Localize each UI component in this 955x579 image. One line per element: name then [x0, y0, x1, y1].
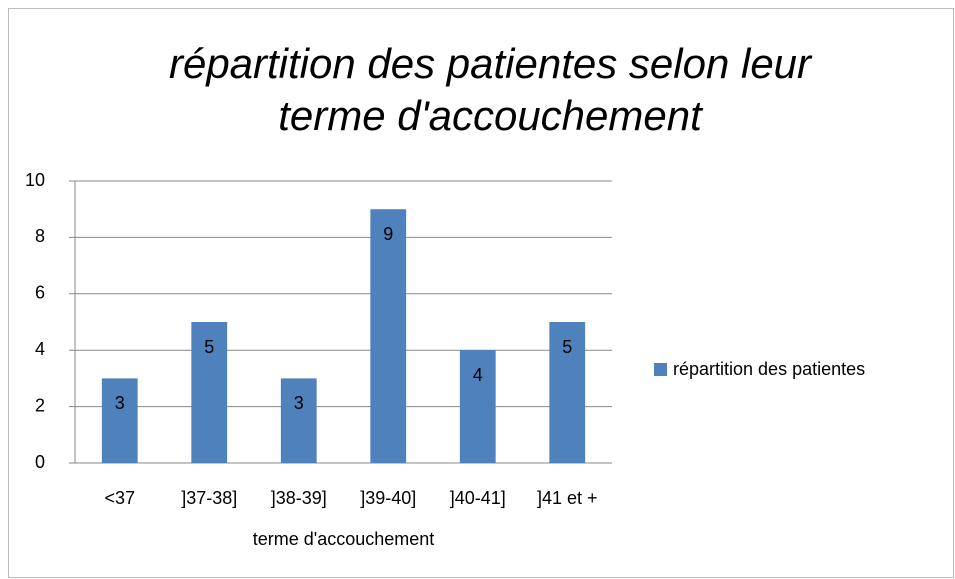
y-tick-label: 0: [35, 452, 45, 472]
x-tick-label: <37: [104, 488, 135, 508]
bar: [459, 350, 496, 463]
data-label: 9: [383, 224, 393, 244]
x-tick-label: ]41 et +: [537, 488, 598, 508]
data-label: 3: [294, 393, 304, 413]
bar: [191, 322, 228, 463]
bar: [549, 322, 586, 463]
chart-title: répartition des patientes selon leur ter…: [168, 40, 812, 139]
y-tick-label: 2: [35, 395, 45, 415]
chart-border: [8, 8, 954, 578]
data-label: 4: [473, 365, 483, 385]
data-label: 3: [115, 393, 125, 413]
bar: [101, 378, 138, 463]
bar: [280, 378, 317, 463]
legend-swatch: [654, 363, 667, 376]
x-tick-label: ]37-38]: [181, 488, 237, 508]
x-tick-label: ]40-41]: [450, 488, 506, 508]
data-label: 5: [204, 337, 214, 357]
bar: [370, 209, 407, 463]
legend-label: répartition des patientes: [673, 359, 865, 379]
x-tick-label: ]39-40]: [360, 488, 416, 508]
y-tick-label: 10: [25, 170, 45, 190]
x-axis-label: terme d'accouchement: [253, 529, 435, 549]
y-tick-label: 8: [35, 226, 45, 246]
y-tick-label: 6: [35, 283, 45, 303]
y-tick-label: 4: [35, 339, 45, 359]
x-tick-label: ]38-39]: [271, 488, 327, 508]
data-label: 5: [562, 337, 572, 357]
